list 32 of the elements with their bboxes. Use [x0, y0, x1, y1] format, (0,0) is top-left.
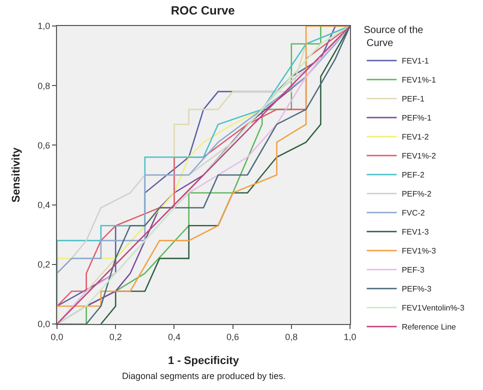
legend-label: PEF-1 — [402, 94, 425, 104]
legend-label: FEV1%-1 — [402, 76, 437, 85]
text: Diagonal segments are produced by ties. — [122, 371, 286, 381]
x-axis-title: 1 - Specificity — [168, 355, 240, 367]
legend-label: PEF-3 — [402, 266, 425, 275]
legend-label: FEV1-1 — [402, 56, 430, 66]
x-tick-label: 0,2 — [109, 332, 122, 342]
y-tick-label: 0,0 — [38, 319, 50, 330]
y-tick-label: 0,4 — [38, 200, 50, 210]
x-tick-label: 0,4 — [168, 332, 180, 342]
legend-label: PEF-2 — [402, 170, 425, 180]
x-tick-label: 0,6 — [226, 332, 240, 342]
legend-label: PEF%-3 — [402, 284, 432, 294]
y-tick-label: 1,0 — [38, 21, 50, 32]
legend-label: PEF%-1 — [402, 114, 432, 123]
y-tick-label: 0,6 — [38, 140, 50, 150]
x-tick-label: 0,0 — [50, 332, 64, 342]
legend-label: FEV1-3 — [402, 228, 430, 237]
legend-label: FEV1%-2 — [402, 152, 437, 161]
x-tick-label: 1,0 — [344, 332, 356, 342]
legend-label: FEV1Ventolin%-3 — [402, 304, 465, 313]
y-tick-label: 0,2 — [38, 260, 50, 270]
x-tick-label: 0,8 — [285, 332, 298, 342]
y-axis-title: Sensitivity — [10, 146, 22, 203]
legend-label: FEV1-2 — [402, 132, 430, 142]
legend-label: FVC-2 — [402, 208, 426, 218]
chart-title: ROC Curve — [170, 3, 236, 18]
legend-title: Source of the Curve — [364, 25, 424, 50]
legend-label: PEF%-2 — [402, 190, 432, 199]
legend-label: Reference Line — [402, 322, 457, 332]
legend-label: FEV1%-3 — [402, 246, 437, 256]
y-tick-label: 0,8 — [38, 80, 50, 91]
